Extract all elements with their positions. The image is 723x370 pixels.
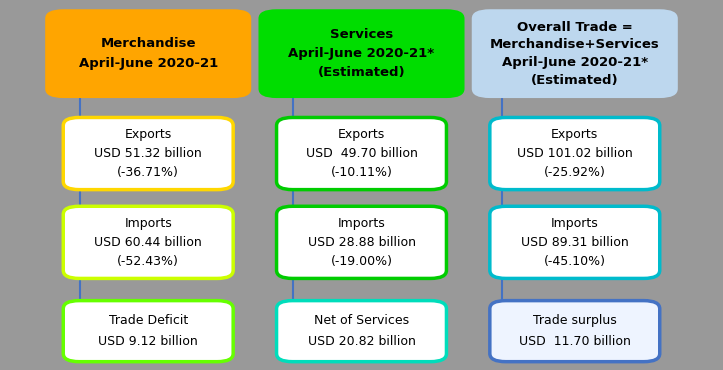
FancyBboxPatch shape [277,300,446,362]
Text: (-36.71%): (-36.71%) [117,166,179,179]
FancyBboxPatch shape [490,206,659,279]
Text: Exports: Exports [338,128,385,141]
Text: USD 101.02 billion: USD 101.02 billion [517,147,633,160]
Text: April-June 2020-21: April-June 2020-21 [79,57,218,70]
Text: (-45.10%): (-45.10%) [544,255,606,268]
Text: April-June 2020-21*: April-June 2020-21* [288,47,435,60]
Text: Exports: Exports [124,128,172,141]
Text: USD  49.70 billion: USD 49.70 billion [306,147,417,160]
FancyBboxPatch shape [64,206,234,279]
FancyBboxPatch shape [64,118,234,190]
Text: Exports: Exports [551,128,599,141]
Text: Imports: Imports [338,216,385,230]
Text: Imports: Imports [551,216,599,230]
Text: Net of Services: Net of Services [314,314,409,327]
Text: Merchandise: Merchandise [100,37,196,50]
Text: USD 89.31 billion: USD 89.31 billion [521,236,629,249]
Text: Trade Deficit: Trade Deficit [108,314,188,327]
Text: Services: Services [330,28,393,41]
Text: (-10.11%): (-10.11%) [330,166,393,179]
Text: USD 51.32 billion: USD 51.32 billion [94,147,202,160]
FancyBboxPatch shape [277,118,446,190]
FancyBboxPatch shape [277,206,446,279]
Text: USD 60.44 billion: USD 60.44 billion [94,236,202,249]
FancyBboxPatch shape [490,300,659,362]
Text: USD 9.12 billion: USD 9.12 billion [98,335,198,348]
Text: USD 28.88 billion: USD 28.88 billion [307,236,416,249]
FancyBboxPatch shape [64,300,234,362]
FancyBboxPatch shape [490,118,659,190]
Text: USD  11.70 billion: USD 11.70 billion [519,335,630,348]
Text: Merchandise+Services: Merchandise+Services [490,38,659,51]
FancyBboxPatch shape [472,9,678,98]
Text: Overall Trade =: Overall Trade = [517,20,633,34]
FancyBboxPatch shape [259,9,465,98]
Text: (Estimated): (Estimated) [317,66,406,80]
Text: (Estimated): (Estimated) [531,74,619,87]
Text: Imports: Imports [124,216,172,230]
FancyBboxPatch shape [45,9,252,98]
Text: USD 20.82 billion: USD 20.82 billion [307,335,416,348]
Text: (-52.43%): (-52.43%) [117,255,179,268]
Text: Trade surplus: Trade surplus [533,314,617,327]
Text: (-25.92%): (-25.92%) [544,166,606,179]
Text: (-19.00%): (-19.00%) [330,255,393,268]
Text: April-June 2020-21*: April-June 2020-21* [502,56,648,69]
